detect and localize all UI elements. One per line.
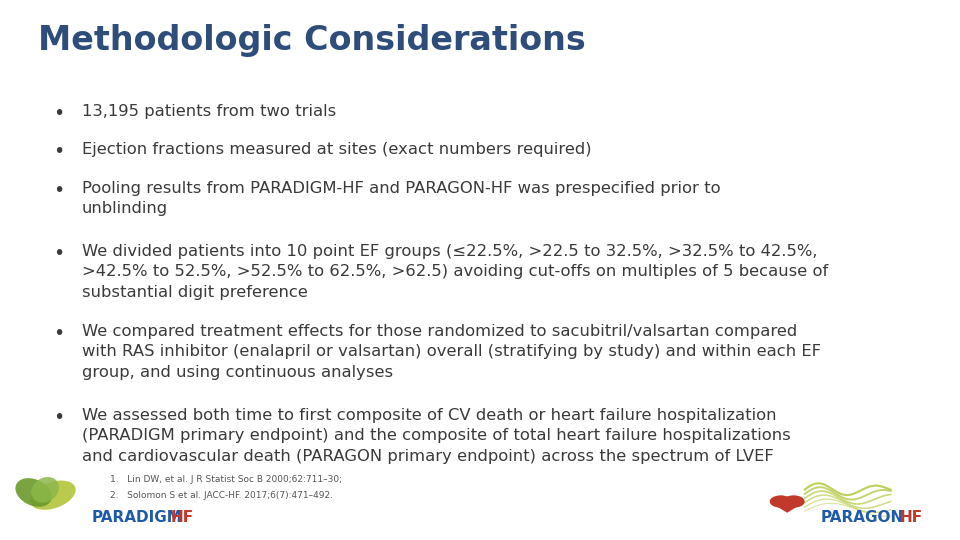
Text: 13,195 patients from two trials: 13,195 patients from two trials (82, 104, 336, 119)
Text: We divided patients into 10 point EF groups (≤22.5%, >22.5 to 32.5%, >32.5% to 4: We divided patients into 10 point EF gro… (82, 244, 828, 300)
Text: 2.   Solomon S et al. JACC-HF. 2017;6(7):471–492.: 2. Solomon S et al. JACC-HF. 2017;6(7):4… (110, 491, 333, 501)
Text: We assessed both time to first composite of CV death or heart failure hospitaliz: We assessed both time to first composite… (82, 408, 790, 463)
Text: •: • (53, 408, 64, 427)
Text: •: • (53, 181, 64, 200)
Text: PARAGON: PARAGON (821, 510, 904, 525)
Circle shape (782, 495, 804, 508)
Text: •: • (53, 244, 64, 263)
Ellipse shape (32, 477, 59, 503)
Text: HF: HF (900, 510, 923, 525)
Circle shape (770, 495, 792, 508)
Text: Ejection fractions measured at sites (exact numbers required): Ejection fractions measured at sites (ex… (82, 142, 591, 157)
Text: PARADIGM: PARADIGM (91, 510, 182, 525)
Text: 1.   Lin DW, et al. J R Statist Soc B 2000;62:711–30;: 1. Lin DW, et al. J R Statist Soc B 2000… (110, 475, 343, 484)
Ellipse shape (15, 478, 52, 507)
Text: HF: HF (171, 510, 194, 525)
Ellipse shape (30, 481, 76, 510)
Polygon shape (770, 502, 804, 513)
Text: Methodologic Considerations: Methodologic Considerations (38, 24, 587, 57)
Text: Pooling results from PARADIGM-HF and PARAGON-HF was prespecified prior to
unblin: Pooling results from PARADIGM-HF and PAR… (82, 181, 720, 217)
Text: •: • (53, 324, 64, 343)
Text: •: • (53, 142, 64, 161)
Text: •: • (53, 104, 64, 123)
Text: We compared treatment effects for those randomized to sacubitril/valsartan compa: We compared treatment effects for those … (82, 324, 821, 380)
